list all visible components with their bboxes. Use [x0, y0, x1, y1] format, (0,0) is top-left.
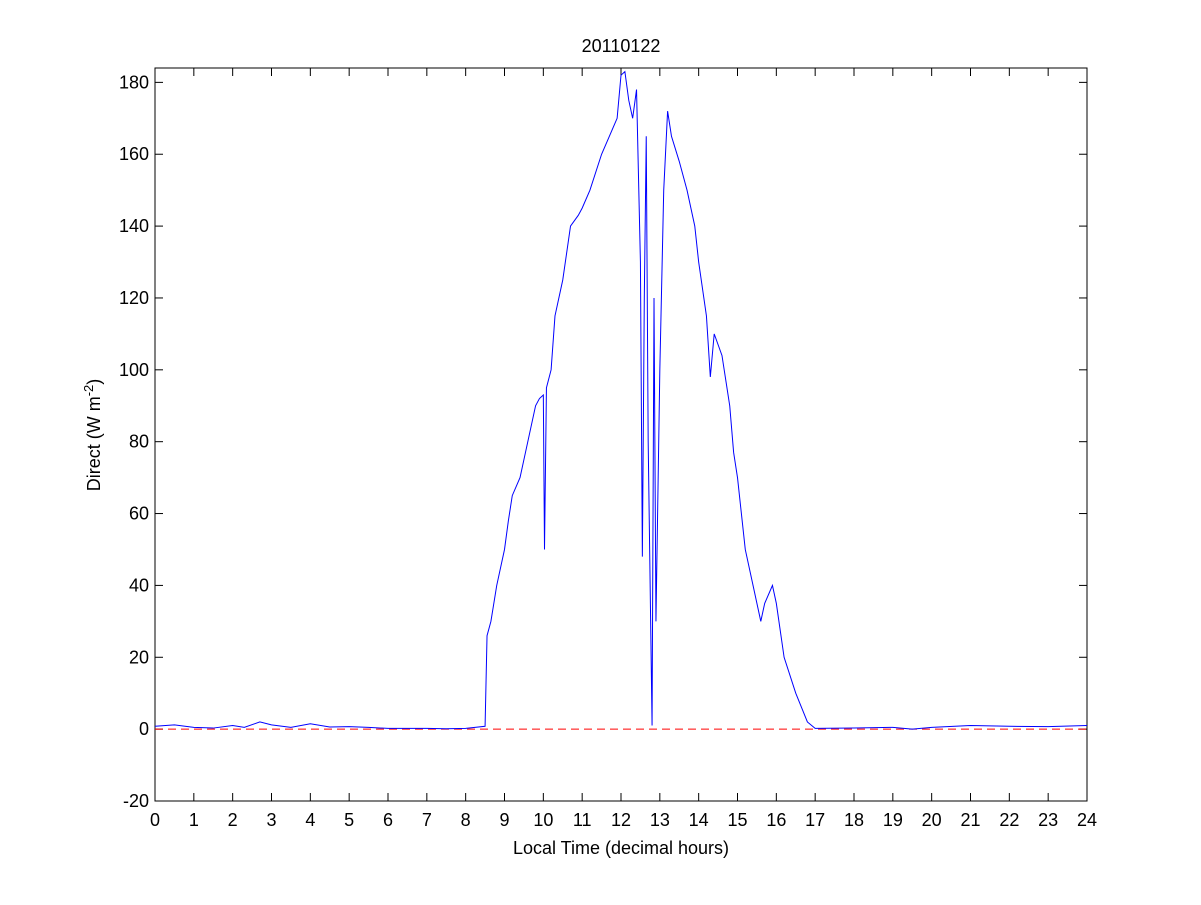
- y-label-end: ): [84, 379, 104, 385]
- x-tick-label: 8: [461, 810, 471, 830]
- x-tick-label: 3: [266, 810, 276, 830]
- y-tick-label: 120: [119, 288, 149, 308]
- y-tick-label: -20: [123, 791, 149, 811]
- x-tick-label: 19: [883, 810, 903, 830]
- y-label-sup: -2: [81, 385, 96, 397]
- x-tick-label: 21: [960, 810, 980, 830]
- x-tick-label: 4: [305, 810, 315, 830]
- x-tick-label: 7: [422, 810, 432, 830]
- y-tick-label: 80: [129, 432, 149, 452]
- x-tick-label: 11: [573, 810, 592, 830]
- x-tick-label: 9: [499, 810, 509, 830]
- x-tick-label: 14: [689, 810, 709, 830]
- x-tick-label: 15: [727, 810, 747, 830]
- y-tick-label: 40: [129, 575, 149, 595]
- plot-area: [154, 67, 1088, 802]
- x-tick-label: 20: [922, 810, 942, 830]
- x-tick-label: 12: [611, 810, 631, 830]
- x-axis-label: Local Time (decimal hours): [513, 838, 729, 858]
- y-tick-label: 60: [129, 504, 149, 524]
- x-tick-label: 18: [844, 810, 864, 830]
- x-tick-label: 17: [805, 810, 825, 830]
- x-tick-label: 10: [533, 810, 553, 830]
- x-tick-label: 1: [189, 810, 199, 830]
- y-tick-label: 20: [129, 647, 149, 667]
- x-tick-label: 2: [228, 810, 238, 830]
- x-tick-label: 23: [1038, 810, 1058, 830]
- data-line: [154, 70, 1088, 730]
- y-tick-label: 0: [139, 719, 149, 739]
- chart-title: 20110122: [582, 36, 661, 56]
- x-tick-label: 16: [766, 810, 786, 830]
- x-tick-label: 22: [999, 810, 1019, 830]
- x-tick-label: 13: [650, 810, 670, 830]
- y-tick-label: 140: [119, 216, 149, 236]
- x-tick-label: 24: [1077, 810, 1097, 830]
- x-tick-label: 6: [383, 810, 393, 830]
- y-tick-label: 180: [119, 72, 149, 92]
- y-label-main: Direct (W m: [84, 396, 104, 491]
- x-tick-label: 0: [150, 810, 160, 830]
- y-axis-label: Direct (W m-2): [81, 379, 104, 492]
- y-tick-label: 100: [119, 360, 149, 380]
- y-tick-label: 160: [119, 144, 149, 164]
- x-tick-label: 5: [344, 810, 354, 830]
